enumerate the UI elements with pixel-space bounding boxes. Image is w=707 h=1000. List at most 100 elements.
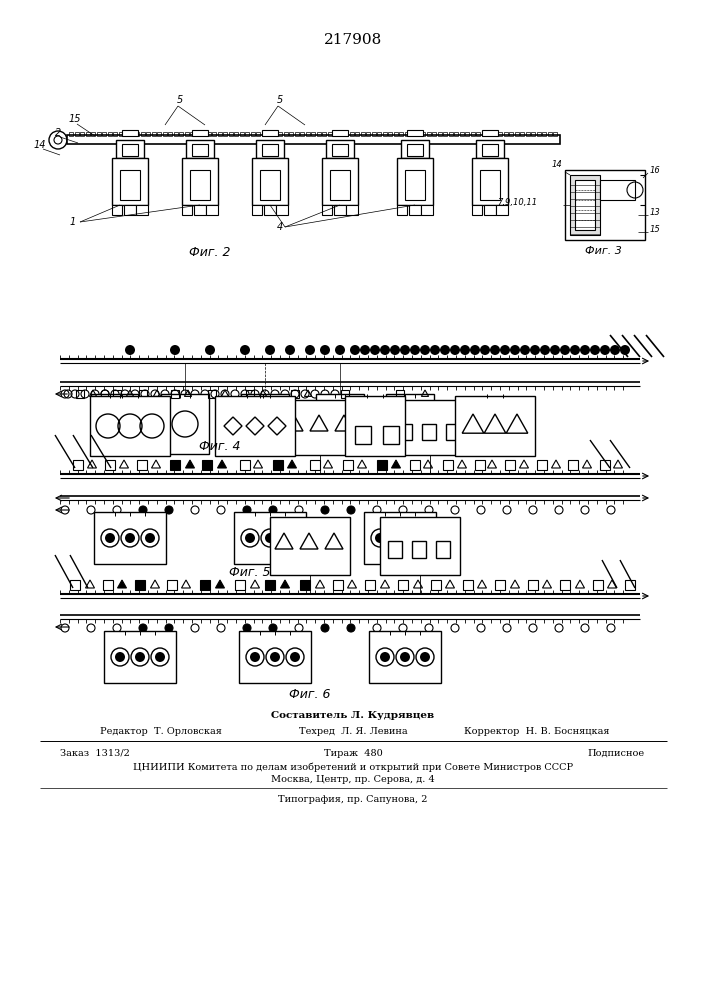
Bar: [265, 580, 275, 590]
Bar: [194, 205, 206, 215]
Bar: [475, 460, 485, 470]
Text: 15: 15: [69, 114, 81, 124]
Bar: [70, 580, 80, 590]
Circle shape: [550, 345, 560, 355]
Bar: [355, 132, 359, 136]
Bar: [200, 580, 210, 590]
Bar: [482, 144, 498, 156]
Bar: [493, 132, 496, 136]
Circle shape: [520, 345, 530, 355]
Bar: [272, 132, 276, 136]
Circle shape: [600, 345, 610, 355]
Bar: [289, 132, 293, 136]
Bar: [305, 132, 310, 136]
Text: Корректор  Н. В. Босняцкая: Корректор Н. В. Босняцкая: [464, 726, 610, 736]
Bar: [295, 132, 298, 136]
Bar: [201, 132, 205, 136]
Bar: [151, 132, 156, 136]
Circle shape: [270, 652, 280, 662]
Bar: [73, 460, 83, 470]
Circle shape: [560, 345, 570, 355]
Bar: [345, 396, 405, 456]
Bar: [310, 460, 320, 470]
Bar: [600, 460, 610, 470]
Bar: [364, 512, 436, 564]
Polygon shape: [281, 580, 289, 588]
Bar: [202, 460, 212, 470]
Circle shape: [570, 345, 580, 355]
Bar: [208, 390, 216, 398]
Bar: [136, 205, 148, 215]
Bar: [260, 170, 280, 200]
Text: Фиг. 2: Фиг. 2: [189, 245, 230, 258]
Bar: [291, 390, 299, 398]
Circle shape: [400, 345, 410, 355]
Bar: [380, 517, 460, 575]
Bar: [170, 460, 180, 470]
Circle shape: [170, 345, 180, 355]
Bar: [141, 132, 144, 136]
Circle shape: [580, 345, 590, 355]
Bar: [396, 390, 404, 398]
Circle shape: [321, 624, 329, 632]
Circle shape: [350, 345, 360, 355]
Bar: [256, 132, 260, 136]
Bar: [223, 132, 227, 136]
Bar: [256, 140, 284, 158]
Circle shape: [320, 345, 330, 355]
Bar: [107, 132, 112, 136]
Bar: [369, 631, 441, 683]
Bar: [371, 132, 375, 136]
Bar: [365, 580, 375, 590]
Bar: [182, 205, 192, 215]
Bar: [341, 390, 349, 398]
Bar: [262, 130, 278, 136]
Bar: [137, 460, 147, 470]
Bar: [241, 394, 289, 454]
Bar: [252, 158, 288, 205]
Bar: [116, 140, 144, 158]
Text: 14: 14: [34, 140, 46, 150]
Bar: [377, 460, 387, 470]
Circle shape: [165, 624, 173, 632]
Bar: [157, 132, 161, 136]
Bar: [482, 130, 498, 136]
Bar: [455, 396, 535, 456]
Text: 5: 5: [277, 95, 283, 105]
Bar: [124, 132, 128, 136]
Bar: [388, 541, 402, 558]
Circle shape: [500, 345, 510, 355]
Circle shape: [540, 345, 550, 355]
Circle shape: [243, 506, 251, 514]
Bar: [91, 132, 95, 136]
Circle shape: [375, 533, 385, 543]
Polygon shape: [288, 460, 296, 468]
Bar: [300, 132, 304, 136]
Circle shape: [139, 506, 147, 514]
Bar: [276, 205, 288, 215]
Bar: [404, 132, 409, 136]
Bar: [436, 541, 450, 558]
Bar: [322, 205, 332, 215]
Bar: [182, 158, 218, 205]
Bar: [119, 132, 122, 136]
Circle shape: [620, 345, 630, 355]
Bar: [476, 140, 504, 158]
Bar: [487, 132, 491, 136]
Circle shape: [480, 345, 490, 355]
Text: Техред  Л. Я. Левина: Техред Л. Я. Левина: [298, 726, 407, 736]
Circle shape: [530, 345, 540, 355]
Bar: [388, 132, 392, 136]
Bar: [192, 144, 208, 156]
Circle shape: [290, 652, 300, 662]
Bar: [167, 580, 177, 590]
Bar: [69, 132, 73, 136]
Bar: [463, 580, 473, 590]
Bar: [503, 132, 508, 136]
Text: Тираж  480: Тираж 480: [324, 748, 382, 758]
Circle shape: [590, 345, 600, 355]
Bar: [509, 132, 513, 136]
Bar: [215, 396, 295, 456]
Bar: [343, 460, 353, 470]
Circle shape: [125, 345, 135, 355]
